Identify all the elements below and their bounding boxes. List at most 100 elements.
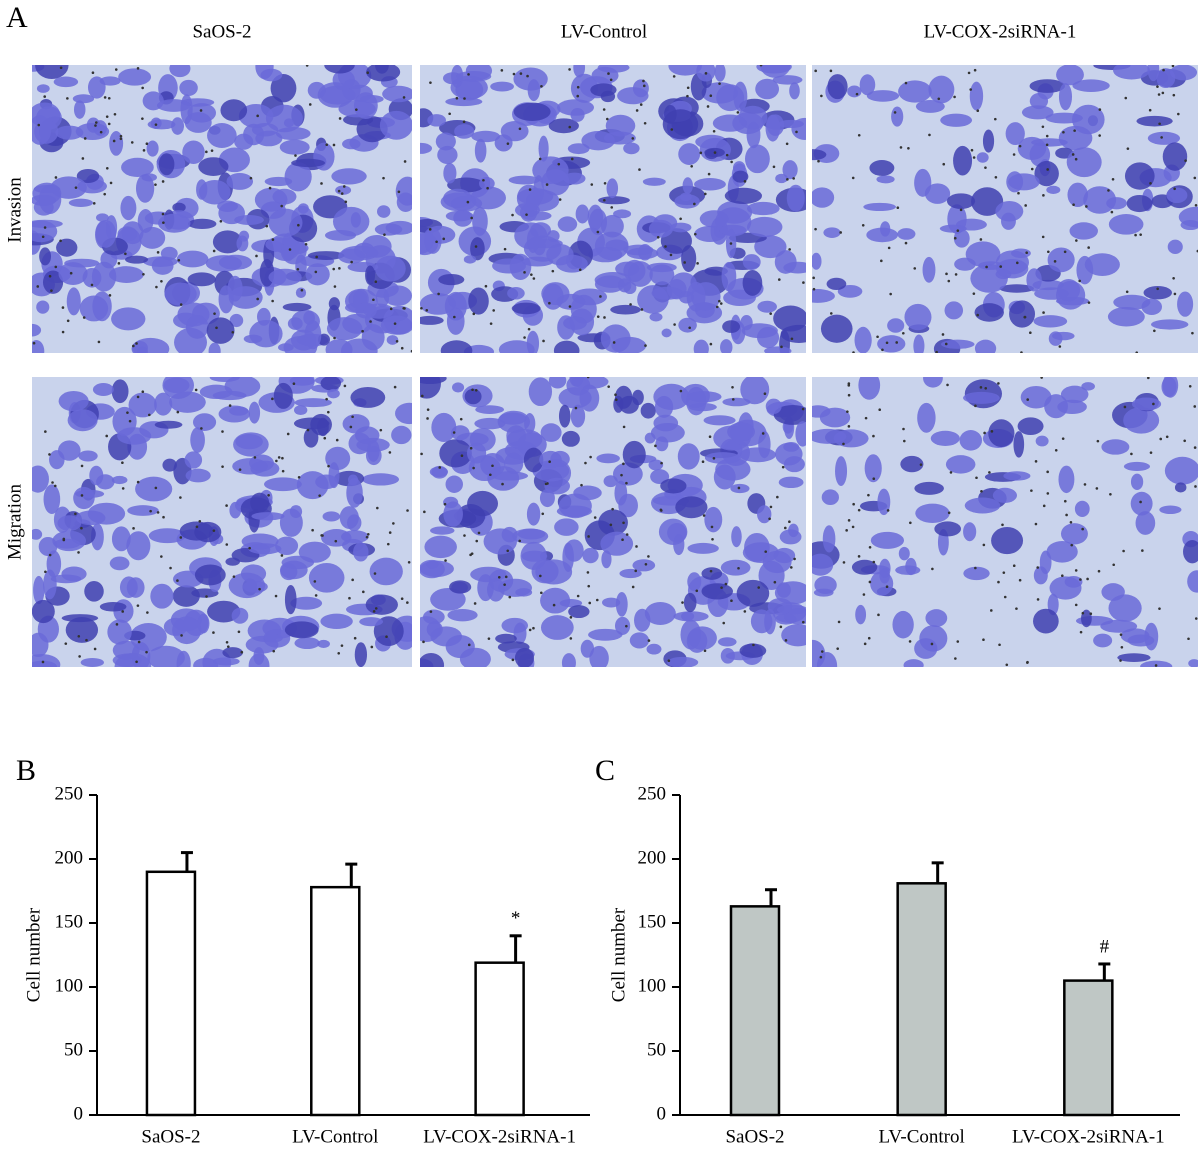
pore	[1153, 329, 1156, 333]
cell	[185, 314, 209, 339]
cell	[386, 335, 399, 345]
pore	[1012, 153, 1016, 156]
pore	[486, 186, 489, 190]
pore	[1183, 439, 1186, 443]
cell	[107, 619, 132, 645]
cell	[524, 413, 536, 434]
cell	[646, 643, 662, 655]
pore	[406, 601, 409, 604]
pore	[928, 133, 931, 137]
pore	[703, 649, 707, 653]
cell	[206, 317, 235, 344]
cell	[1021, 105, 1054, 120]
pore	[1154, 664, 1158, 667]
cell	[701, 82, 738, 104]
pore	[639, 103, 643, 106]
pore	[518, 127, 522, 131]
cell	[991, 527, 1024, 555]
pore	[305, 65, 309, 67]
pore	[393, 385, 397, 389]
cell	[447, 177, 485, 193]
pore	[1111, 178, 1115, 181]
cell	[466, 442, 487, 464]
pore	[92, 202, 96, 205]
pore	[53, 484, 57, 488]
cell	[1166, 187, 1188, 204]
cell	[483, 528, 517, 555]
pore	[956, 640, 960, 643]
cell	[617, 87, 649, 105]
cell	[540, 423, 562, 442]
pore	[452, 431, 456, 434]
pore	[1046, 168, 1049, 171]
pore	[829, 69, 833, 73]
cell	[95, 219, 117, 248]
pore	[642, 84, 646, 88]
pore	[1042, 194, 1045, 197]
pore	[115, 623, 119, 626]
pore	[141, 390, 145, 394]
cell	[1058, 465, 1075, 494]
x-tick-label: SaOS-2	[141, 1126, 200, 1147]
pore	[672, 75, 676, 78]
cell	[962, 391, 1000, 404]
pore	[538, 157, 542, 161]
pore	[348, 596, 351, 600]
cell	[996, 259, 1029, 279]
pore	[773, 580, 777, 584]
cell	[226, 172, 254, 190]
pore	[1074, 603, 1078, 607]
cell	[430, 526, 455, 535]
cell	[669, 272, 698, 298]
cell	[475, 405, 505, 414]
bar	[1063, 979, 1114, 1117]
cell	[835, 456, 848, 487]
pore	[1119, 659, 1122, 662]
cell	[870, 531, 905, 549]
pore	[238, 468, 242, 471]
cell	[395, 402, 412, 425]
cell	[327, 388, 340, 399]
pore	[1086, 577, 1089, 581]
cell	[117, 427, 152, 445]
pore	[1023, 315, 1027, 319]
pore	[532, 626, 535, 630]
cell	[198, 157, 229, 176]
cell	[589, 645, 609, 667]
cell	[470, 566, 507, 583]
cell	[199, 384, 233, 399]
cell	[284, 621, 319, 639]
pore	[335, 438, 339, 442]
pore	[1148, 108, 1152, 112]
cell	[169, 65, 191, 78]
cell	[864, 454, 882, 483]
pore	[640, 308, 644, 311]
cell	[229, 313, 244, 328]
pore	[249, 176, 253, 180]
cell	[273, 382, 293, 409]
cell	[182, 140, 205, 165]
cell	[812, 187, 835, 208]
pore	[349, 425, 353, 429]
cell	[1034, 160, 1059, 187]
pore	[473, 602, 477, 605]
cell	[353, 92, 378, 120]
cell	[99, 76, 121, 86]
cell	[359, 617, 384, 627]
pore	[460, 454, 464, 457]
pore	[788, 248, 791, 251]
cell	[231, 607, 249, 624]
pore	[947, 279, 951, 283]
pore	[74, 512, 77, 516]
cell	[424, 225, 456, 244]
pore	[503, 247, 507, 251]
x-tick-label: LV-Control	[292, 1126, 378, 1147]
pore	[294, 154, 297, 157]
cell	[164, 282, 197, 306]
pore	[1165, 435, 1169, 439]
cell	[917, 402, 936, 433]
cell	[731, 526, 742, 548]
pore	[972, 292, 976, 295]
pore	[1036, 598, 1040, 601]
cell	[265, 237, 292, 252]
